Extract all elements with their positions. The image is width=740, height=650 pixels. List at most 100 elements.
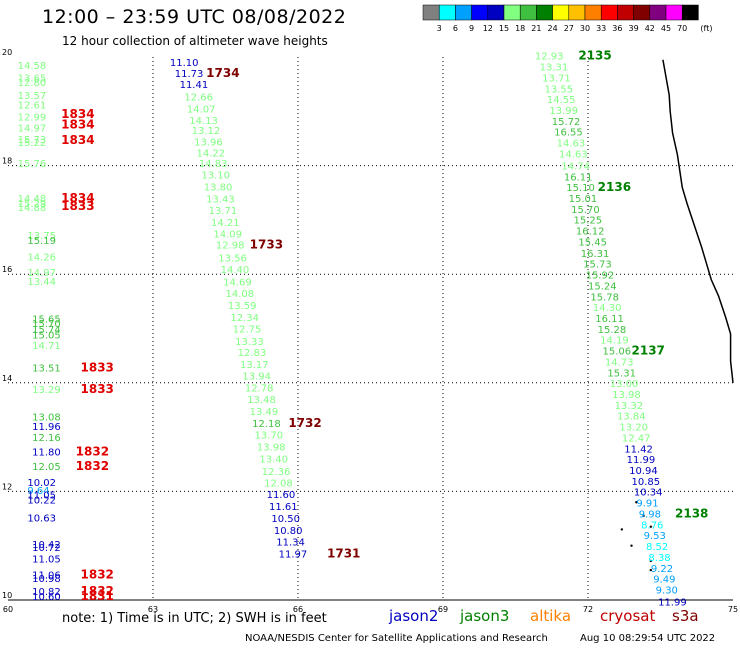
pass-time-label: 1834 (61, 107, 94, 121)
wave-height-point: 8.38 (648, 553, 670, 564)
wave-height-point: 15.22 (18, 138, 47, 149)
pass-time-label: 1831 (81, 589, 114, 603)
y-tick-label: 12 (2, 482, 12, 491)
wave-height-point: 13.65 (18, 73, 47, 84)
wave-height-point: 13.96 (194, 138, 223, 149)
wave-height-point: 14.09 (213, 229, 242, 240)
wave-height-point: 13.49 (250, 407, 279, 418)
wave-height-point: 15.73 (18, 135, 47, 146)
wave-height-point: 11.73 (175, 69, 204, 80)
island (642, 514, 645, 518)
wave-height-point: 15.10 (566, 183, 595, 194)
pass-time-label: 2137 (632, 344, 665, 358)
wave-height-point: 14.83 (199, 159, 228, 170)
wave-height-point: 11.34 (276, 538, 305, 549)
island (635, 501, 638, 504)
wave-height-point: 14.63 (559, 149, 588, 160)
wave-height-point: 9.30 (656, 585, 678, 596)
legend-s3a: s3a (672, 607, 699, 625)
wave-height-point: 10.82 (32, 587, 61, 598)
wave-height-point: 15.92 (586, 271, 615, 282)
wave-height-point: 13.99 (549, 106, 578, 117)
wave-height-color-scale: 3 6 9 12 15 18 21 24 27 30 33 36 39 42 45 70 (ft) (422, 4, 712, 33)
wave-height-point: 15.45 (578, 237, 607, 248)
wave-height-point: 13.31 (540, 63, 569, 74)
pass-time-label: 1833 (61, 199, 94, 213)
wave-height-point: 14.48 (18, 194, 47, 205)
wave-height-point: 14.08 (226, 289, 255, 300)
wave-height-point: 12.18 (252, 419, 281, 430)
wave-height-point: 14.13 (189, 116, 218, 127)
y-tick-label: 18 (2, 157, 12, 166)
wave-height-point: 13.32 (615, 401, 644, 412)
wave-height-point: 14.07 (187, 104, 216, 115)
wave-height-point: 11.41 (180, 80, 209, 91)
x-tick-label: 66 (293, 605, 303, 614)
pass-time-label: 1732 (288, 416, 321, 430)
wave-height-point: 13.59 (228, 301, 257, 312)
wave-height-point: 13.94 (242, 372, 271, 383)
pass-time-label: 1833 (81, 382, 114, 396)
wave-height-point: 15.01 (569, 194, 598, 205)
wave-height-point: 11.60 (267, 490, 296, 501)
scale-tick-label: 27 (564, 24, 574, 33)
scale-tick-label: 6 (453, 24, 458, 33)
pass-time-label: 1834 (61, 133, 94, 147)
wave-height-point: 14.58 (18, 61, 47, 72)
wave-height-point: 16.31 (581, 249, 610, 260)
wave-height-point: 13.70 (255, 431, 284, 442)
scale-tick-label: 21 (531, 24, 541, 33)
wave-height-point: 12.34 (230, 313, 259, 324)
wave-height-point: 15.73 (583, 260, 612, 271)
wave-height-point: 11.06 (32, 570, 61, 581)
wave-height-point: 14.97 (18, 123, 47, 134)
wave-height-point: 13.17 (240, 360, 269, 371)
wave-height-point: 11.80 (32, 448, 61, 459)
wave-height-point: 16.11 (564, 172, 593, 183)
wave-height-point: 10.34 (634, 488, 663, 499)
wave-height-point: 15.72 (552, 117, 581, 128)
wave-height-point: 10.22 (27, 495, 56, 506)
x-tick-label: 60 (3, 605, 13, 614)
wave-height-point: 10.80 (274, 526, 303, 537)
scale-tick-label: 70 (677, 24, 687, 33)
y-tick-label: 10 (2, 591, 12, 600)
wave-height-point: 10.42 (32, 540, 61, 551)
scale-tick-label: 3 (437, 24, 442, 33)
wave-height-point: 9.22 (651, 564, 673, 575)
island (620, 528, 624, 531)
wave-height-point: 14.40 (221, 265, 250, 276)
wave-height-point: 13.43 (206, 195, 235, 206)
wave-height-point: 12.78 (245, 383, 274, 394)
wave-height-point: 14.63 (557, 139, 586, 150)
scale-tick-label: 24 (548, 24, 558, 33)
pass-time-label: 1731 (327, 547, 360, 561)
wave-height-point: 10.94 (629, 466, 658, 477)
pass-time-label: 2136 (598, 180, 631, 194)
scale-tick-label: 33 (596, 24, 606, 33)
wave-height-point: 15.06 (603, 347, 632, 358)
wave-height-point: 15.28 (598, 325, 627, 336)
wave-height-point: 14.88 (18, 203, 47, 214)
y-tick-label: 14 (2, 374, 12, 383)
wave-height-point: 13.40 (259, 455, 288, 466)
chart-subtitle: 12 hour collection of altimeter wave hei… (62, 34, 328, 48)
wave-height-point: 12.83 (238, 348, 267, 359)
wave-height-point: 10.02 (27, 478, 56, 489)
chart-title: 12:00 – 23:59 UTC 08/08/2022 (42, 6, 347, 28)
wave-height-point: 10.63 (27, 513, 56, 524)
wave-height-point: 10.98 (32, 574, 61, 585)
scale-tick-label: 12 (483, 24, 493, 33)
wave-height-point: 13.57 (18, 91, 47, 102)
wave-height-point: 14.71 (32, 341, 61, 352)
wave-height-point: 15.65 (32, 315, 61, 326)
wave-height-point: 16.11 (595, 314, 624, 325)
pass-time-label: 1832 (76, 445, 109, 459)
wave-height-point: 14.69 (223, 278, 252, 289)
island (649, 568, 653, 572)
wave-height-point: 9.49 (653, 575, 675, 586)
wave-height-point: 13.44 (27, 277, 56, 288)
pass-time-label: 1733 (250, 238, 283, 252)
wave-height-point: 13.56 (218, 254, 247, 265)
x-tick-label: 69 (438, 605, 448, 614)
